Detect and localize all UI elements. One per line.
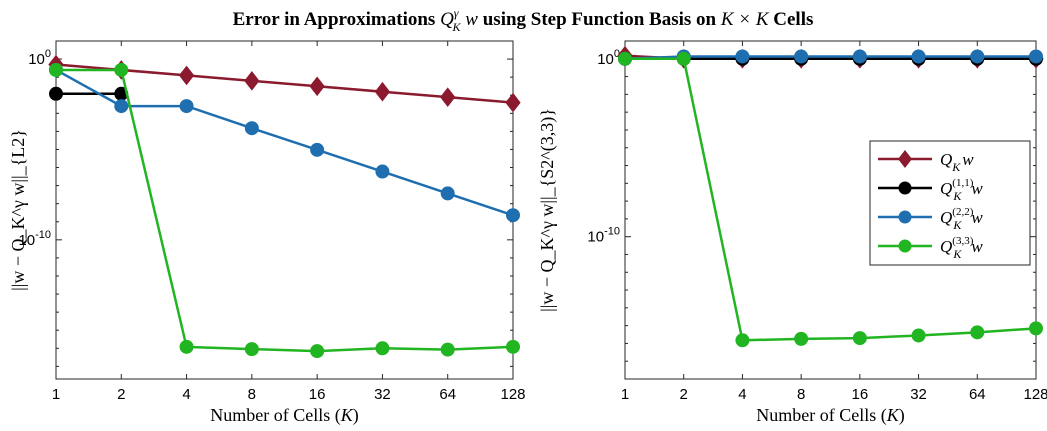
title-math-w: w	[461, 9, 479, 30]
legend-marker	[898, 150, 912, 168]
series-line	[624, 55, 1036, 61]
x-tick-label: 16	[309, 386, 326, 403]
legend-marker	[898, 210, 912, 224]
data-point	[375, 164, 390, 179]
title-part-3: Cells	[769, 9, 814, 30]
series-Q33	[49, 62, 520, 359]
data-point	[852, 49, 867, 64]
data-point	[309, 76, 325, 97]
data-point	[852, 331, 867, 346]
x-tick-label: 32	[910, 386, 927, 403]
data-point	[735, 333, 750, 348]
legend-entry-label: QK w	[940, 150, 974, 174]
series-Q33	[618, 51, 1043, 348]
y-axis-label: ||w − Q_K^γ w||_{L2}	[8, 129, 28, 291]
series-Q11	[49, 86, 129, 101]
data-point	[49, 62, 63, 77]
data-point	[911, 328, 926, 343]
data-point	[505, 92, 521, 113]
y-tick-label: 10-10	[587, 226, 620, 246]
legend-marker	[898, 239, 912, 253]
data-point	[440, 342, 455, 357]
x-tick-label: 4	[182, 386, 190, 403]
data-point	[506, 208, 520, 223]
data-point	[618, 51, 632, 66]
title-math-gamma: γ	[454, 6, 459, 20]
title-math-KxK: K × K	[720, 9, 770, 30]
x-tick-label: 8	[797, 386, 805, 403]
x-tick-label: 1	[621, 386, 629, 403]
data-point	[310, 142, 325, 157]
title-part-2: using Step Function Basis on	[478, 9, 721, 30]
data-point	[911, 49, 926, 64]
y-tick-label: 100	[28, 48, 51, 68]
legend-marker	[898, 181, 912, 195]
series-line	[55, 68, 514, 217]
data-point	[970, 49, 985, 64]
x-tick-label: 64	[439, 386, 456, 403]
data-point	[49, 86, 63, 101]
title-part-1: Error in Approximations	[233, 9, 440, 30]
data-point	[114, 62, 129, 77]
series-line	[625, 57, 1037, 342]
data-point	[506, 339, 520, 354]
data-point	[440, 87, 456, 107]
data-point	[794, 49, 809, 64]
data-point	[179, 339, 194, 354]
data-point	[440, 186, 455, 201]
series-line	[56, 68, 514, 353]
x-tick-label: 2	[117, 386, 125, 403]
y-tick-label: 10-10	[18, 229, 51, 249]
data-point	[179, 99, 194, 114]
right-chart-panel: 1 2 4 8 16 32 64 128 100 10-10 Number of Cells (K)…	[537, 40, 1047, 426]
series-line	[55, 63, 514, 104]
data-point	[375, 341, 390, 356]
y-axis-label: ||w − Q_K^γ w||_{S2^(3,3)}	[537, 108, 558, 312]
data-point	[794, 331, 809, 346]
x-tick-label: 2	[680, 386, 688, 403]
x-tick-label: 4	[738, 386, 746, 403]
x-tick-label: 8	[248, 386, 256, 403]
data-point	[735, 49, 750, 64]
x-tick-label: 16	[852, 386, 869, 403]
data-point	[310, 344, 325, 359]
left-chart-panel: 1 2 4 8 16 32 64 128 100 10-10 Number of Cells (K)…	[8, 40, 526, 426]
data-point	[970, 325, 985, 340]
x-tick-label: 32	[374, 386, 391, 403]
title-math-K: K	[452, 20, 462, 34]
data-point	[114, 99, 129, 114]
data-point	[1029, 321, 1043, 336]
data-point	[374, 81, 391, 102]
title-math-Q: Q	[440, 9, 454, 30]
x-tick-label: 64	[969, 386, 986, 403]
x-tick-label: 128	[1023, 386, 1047, 403]
data-point	[178, 65, 195, 86]
x-axis-label: Number of Cells (K)	[756, 405, 905, 426]
y-tick-label: 100	[597, 48, 620, 68]
figure-title: Error in Approximations Qγ K w using Step…	[233, 6, 814, 34]
legend-box	[869, 140, 1031, 266]
x-tick-label: 128	[500, 386, 525, 403]
x-tick-label: 1	[52, 386, 60, 403]
data-point	[244, 121, 259, 136]
data-point	[1029, 49, 1043, 64]
data-point	[244, 71, 260, 91]
data-point	[676, 51, 691, 66]
data-point	[244, 342, 259, 357]
x-axis-label: Number of Cells (K)	[210, 405, 359, 426]
